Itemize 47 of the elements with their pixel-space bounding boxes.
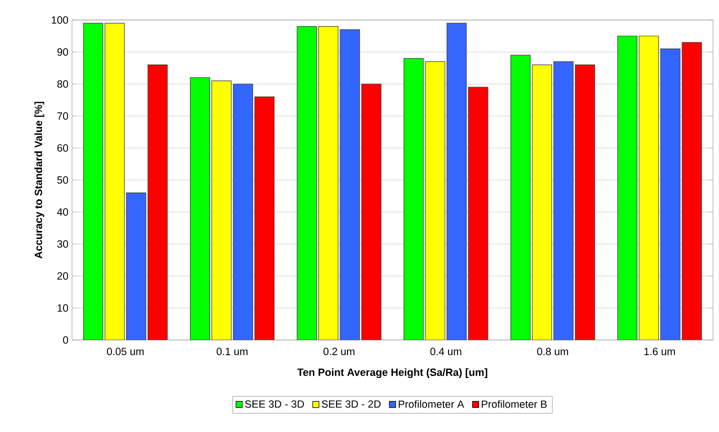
bar: [660, 48, 680, 340]
bar: [190, 78, 210, 340]
bar: [254, 96, 274, 340]
x-tick-label: 0.8 um: [537, 348, 568, 356]
x-tick-label: 0.05 um: [106, 348, 144, 356]
legend-label: Profilometer B: [482, 400, 547, 408]
y-tick-label: 40: [57, 208, 68, 216]
x-tick-label: 0.1 um: [216, 348, 248, 356]
bar: [362, 84, 382, 340]
y-tick-label: 20: [57, 272, 68, 280]
x-tick-label: 1.6 um: [644, 348, 675, 356]
bar: [468, 87, 488, 340]
y-tick-label: 10: [58, 304, 68, 312]
bar: [682, 42, 702, 340]
bar: [575, 64, 595, 340]
x-axis-title: Ten Point Average Height (Sa/Ra) [um]: [297, 368, 488, 378]
bar: [446, 23, 466, 340]
bar: [233, 84, 253, 340]
bar: [318, 26, 338, 340]
bar: [554, 62, 574, 340]
x-tick-label: 0.4 um: [430, 348, 462, 356]
bar: [510, 55, 530, 340]
bar: [83, 23, 103, 340]
y-tick-label: 0: [63, 336, 68, 344]
y-tick-label: 80: [57, 80, 68, 88]
y-tick-label: 90: [57, 48, 68, 56]
y-tick-label: 50: [57, 176, 68, 184]
bar: [340, 30, 360, 340]
x-tick-label: 0.2 um: [324, 348, 354, 356]
y-tick-label: 70: [57, 112, 68, 120]
bar: [212, 80, 232, 340]
bar: [104, 23, 124, 340]
bar: [404, 58, 424, 340]
y-axis-title: Accuracy to Standard Value [%]: [34, 102, 44, 259]
bar: [638, 36, 659, 340]
bar: [297, 26, 317, 340]
y-tick-label: 30: [57, 240, 68, 248]
legend-label: SEE 3D - 2D: [322, 400, 381, 408]
legend-label: SEE 3D - 3D: [245, 400, 304, 408]
bar: [425, 62, 445, 340]
y-tick-label: 100: [52, 16, 68, 24]
bar: [617, 36, 638, 340]
y-tick-label: 60: [57, 144, 68, 152]
bar: [532, 64, 552, 340]
legend-label: Profilometer A: [398, 400, 464, 408]
bar: [126, 192, 146, 340]
bar: [148, 64, 168, 340]
